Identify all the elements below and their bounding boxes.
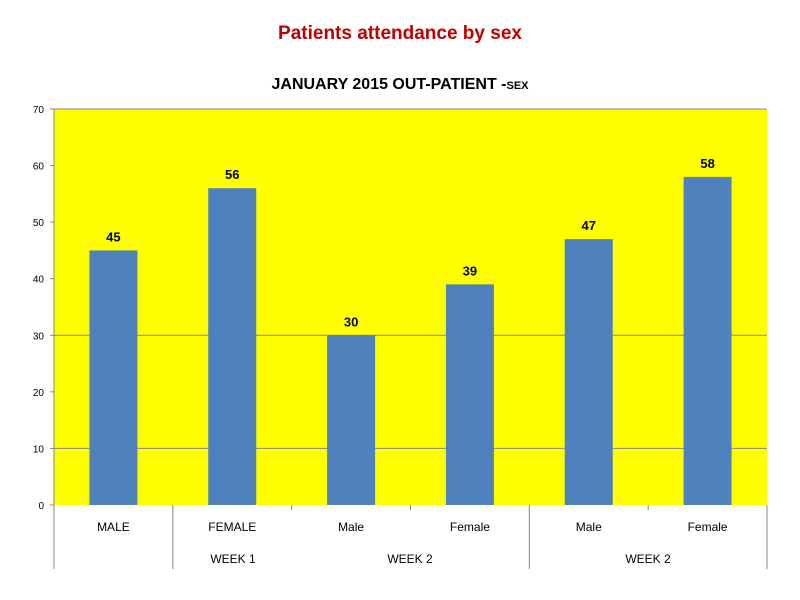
plot-area bbox=[54, 109, 767, 505]
y-tick-label: 70 bbox=[33, 105, 45, 116]
y-tick-label: 30 bbox=[33, 331, 45, 342]
y-tick-label: 60 bbox=[33, 162, 45, 173]
x-category-label: Female bbox=[450, 520, 490, 534]
x-category-label: MALE bbox=[97, 520, 130, 534]
x-category-label: Male bbox=[576, 520, 602, 534]
y-tick-label: 40 bbox=[33, 275, 45, 286]
chart-title-suffix: SEX bbox=[507, 80, 530, 92]
x-category-label: Female bbox=[688, 520, 728, 534]
y-tick-label: 50 bbox=[33, 218, 45, 229]
data-label: 58 bbox=[700, 156, 714, 171]
bar bbox=[683, 176, 732, 505]
x-category-label: FEMALE bbox=[208, 520, 256, 534]
y-tick-label: 0 bbox=[38, 501, 44, 512]
y-tick-label: 10 bbox=[33, 444, 45, 455]
header-title: Patients attendance by sex bbox=[278, 23, 522, 44]
bar bbox=[327, 335, 376, 505]
chart-title: JANUARY 2015 OUT-PATIENT -SEX bbox=[271, 76, 529, 93]
x-group-label: WEEK 1 bbox=[210, 552, 256, 566]
x-category-label: Male bbox=[338, 520, 364, 534]
x-group-label: WEEK 2 bbox=[387, 552, 433, 566]
bar bbox=[445, 284, 494, 505]
data-label: 56 bbox=[225, 167, 239, 182]
bar bbox=[89, 250, 138, 505]
y-tick-label: 20 bbox=[33, 388, 45, 399]
data-label: 30 bbox=[344, 314, 358, 329]
data-label: 45 bbox=[106, 229, 120, 244]
data-label: 39 bbox=[463, 263, 477, 278]
chart-title-main: JANUARY 2015 OUT-PATIENT - bbox=[271, 76, 506, 93]
bar bbox=[564, 239, 613, 505]
bar bbox=[208, 188, 257, 505]
data-label: 47 bbox=[582, 218, 596, 233]
x-group-label: WEEK 2 bbox=[625, 552, 671, 566]
